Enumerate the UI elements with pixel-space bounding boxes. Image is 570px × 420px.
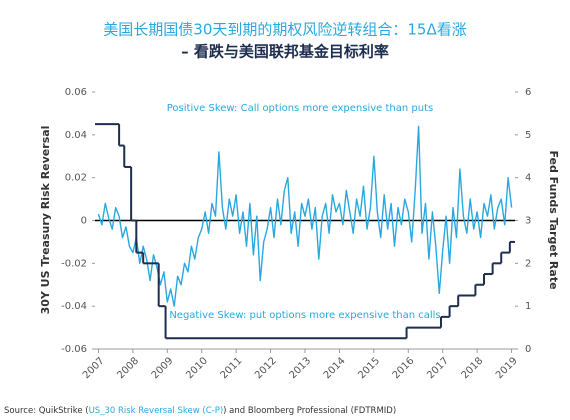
x-tick-label: 2010	[184, 355, 210, 381]
x-tick-label: 2008	[115, 355, 141, 381]
chart-subtitle: – 看跌与美国联邦基金目标利率	[181, 43, 389, 61]
annotation: Negative Skew: put options more expensiv…	[169, 310, 440, 321]
source: Source: QuikStrike (US_30 Risk Reversal …	[4, 406, 396, 416]
y-tick-label: -0.02	[61, 258, 87, 269]
y-tick-label: 0.04	[65, 130, 87, 141]
source-text: Source: QuikStrike (	[4, 406, 89, 416]
y2-tick-label: 5	[525, 130, 531, 141]
y-tick-label: 0.06	[65, 87, 87, 98]
y-tick-label: -0.04	[61, 301, 87, 312]
x-tick-label: 2013	[287, 355, 313, 381]
y2-tick-label: 0	[525, 344, 531, 355]
x-tick-label: 2019	[494, 355, 520, 381]
x-tick-label: 2012	[253, 355, 279, 381]
x-tick-label: 2017	[425, 355, 451, 381]
y2-tick-label: 3	[525, 216, 531, 227]
x-tick-label: 2007	[81, 355, 107, 381]
y2-tick-label: 6	[525, 87, 531, 98]
source-text: ) and Bloomberg Professional (FDTRMID)	[223, 406, 396, 416]
annotation: Positive Skew: Call options more expensi…	[167, 103, 433, 114]
x-tick-label: 2009	[150, 355, 176, 381]
y-axis-title: 30Y US Treasury Risk Reversal	[39, 126, 52, 315]
series-line	[97, 125, 513, 307]
x-tick-label: 2014	[322, 355, 348, 381]
y2-tick-label: 2	[525, 258, 531, 269]
chart-title: 美国长期国债30天到期的期权风险逆转组合：15Δ看涨	[103, 21, 466, 39]
y2-tick-label: 4	[525, 173, 531, 184]
x-tick-label: 2011	[219, 355, 245, 381]
y2-tick-label: 1	[525, 301, 531, 312]
source-link: US_30 Risk Reversal Skew (C-P)	[89, 406, 224, 416]
x-tick-label: 2015	[356, 355, 382, 381]
x-tick-label: 2016	[391, 355, 417, 381]
x-tick-label: 2018	[460, 355, 486, 381]
y-tick-label: -0.06	[61, 344, 87, 355]
y2-axis-title: Fed Funds Target Rate	[547, 150, 560, 289]
y-tick-label: 0	[81, 216, 87, 227]
y-tick-label: 0.02	[65, 173, 87, 184]
